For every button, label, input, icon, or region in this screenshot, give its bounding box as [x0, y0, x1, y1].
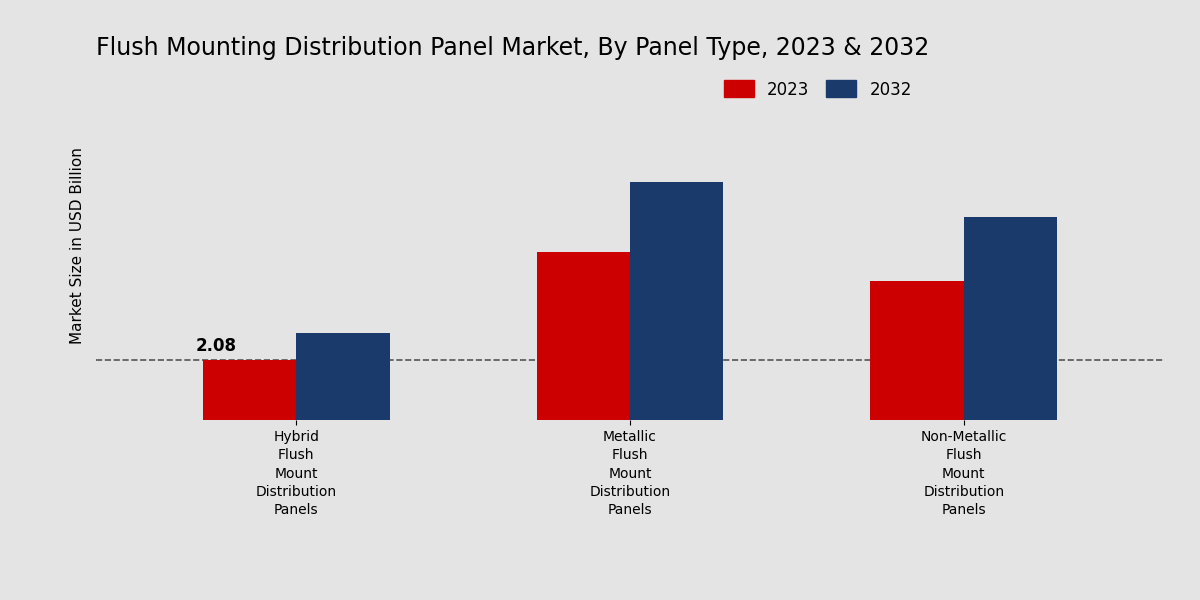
Bar [203, 359, 296, 420]
Text: Flush Mounting Distribution Panel Market, By Panel Type, 2023 & 2032: Flush Mounting Distribution Panel Market… [96, 37, 929, 61]
Bar [296, 333, 390, 420]
Bar [870, 281, 964, 420]
Legend: 2023, 2032: 2023, 2032 [724, 80, 912, 98]
Bar [630, 182, 724, 420]
Text: 2.08: 2.08 [196, 337, 236, 355]
Y-axis label: Market Size in USD Billion: Market Size in USD Billion [70, 148, 85, 344]
Bar [536, 252, 630, 420]
Bar [964, 217, 1057, 420]
